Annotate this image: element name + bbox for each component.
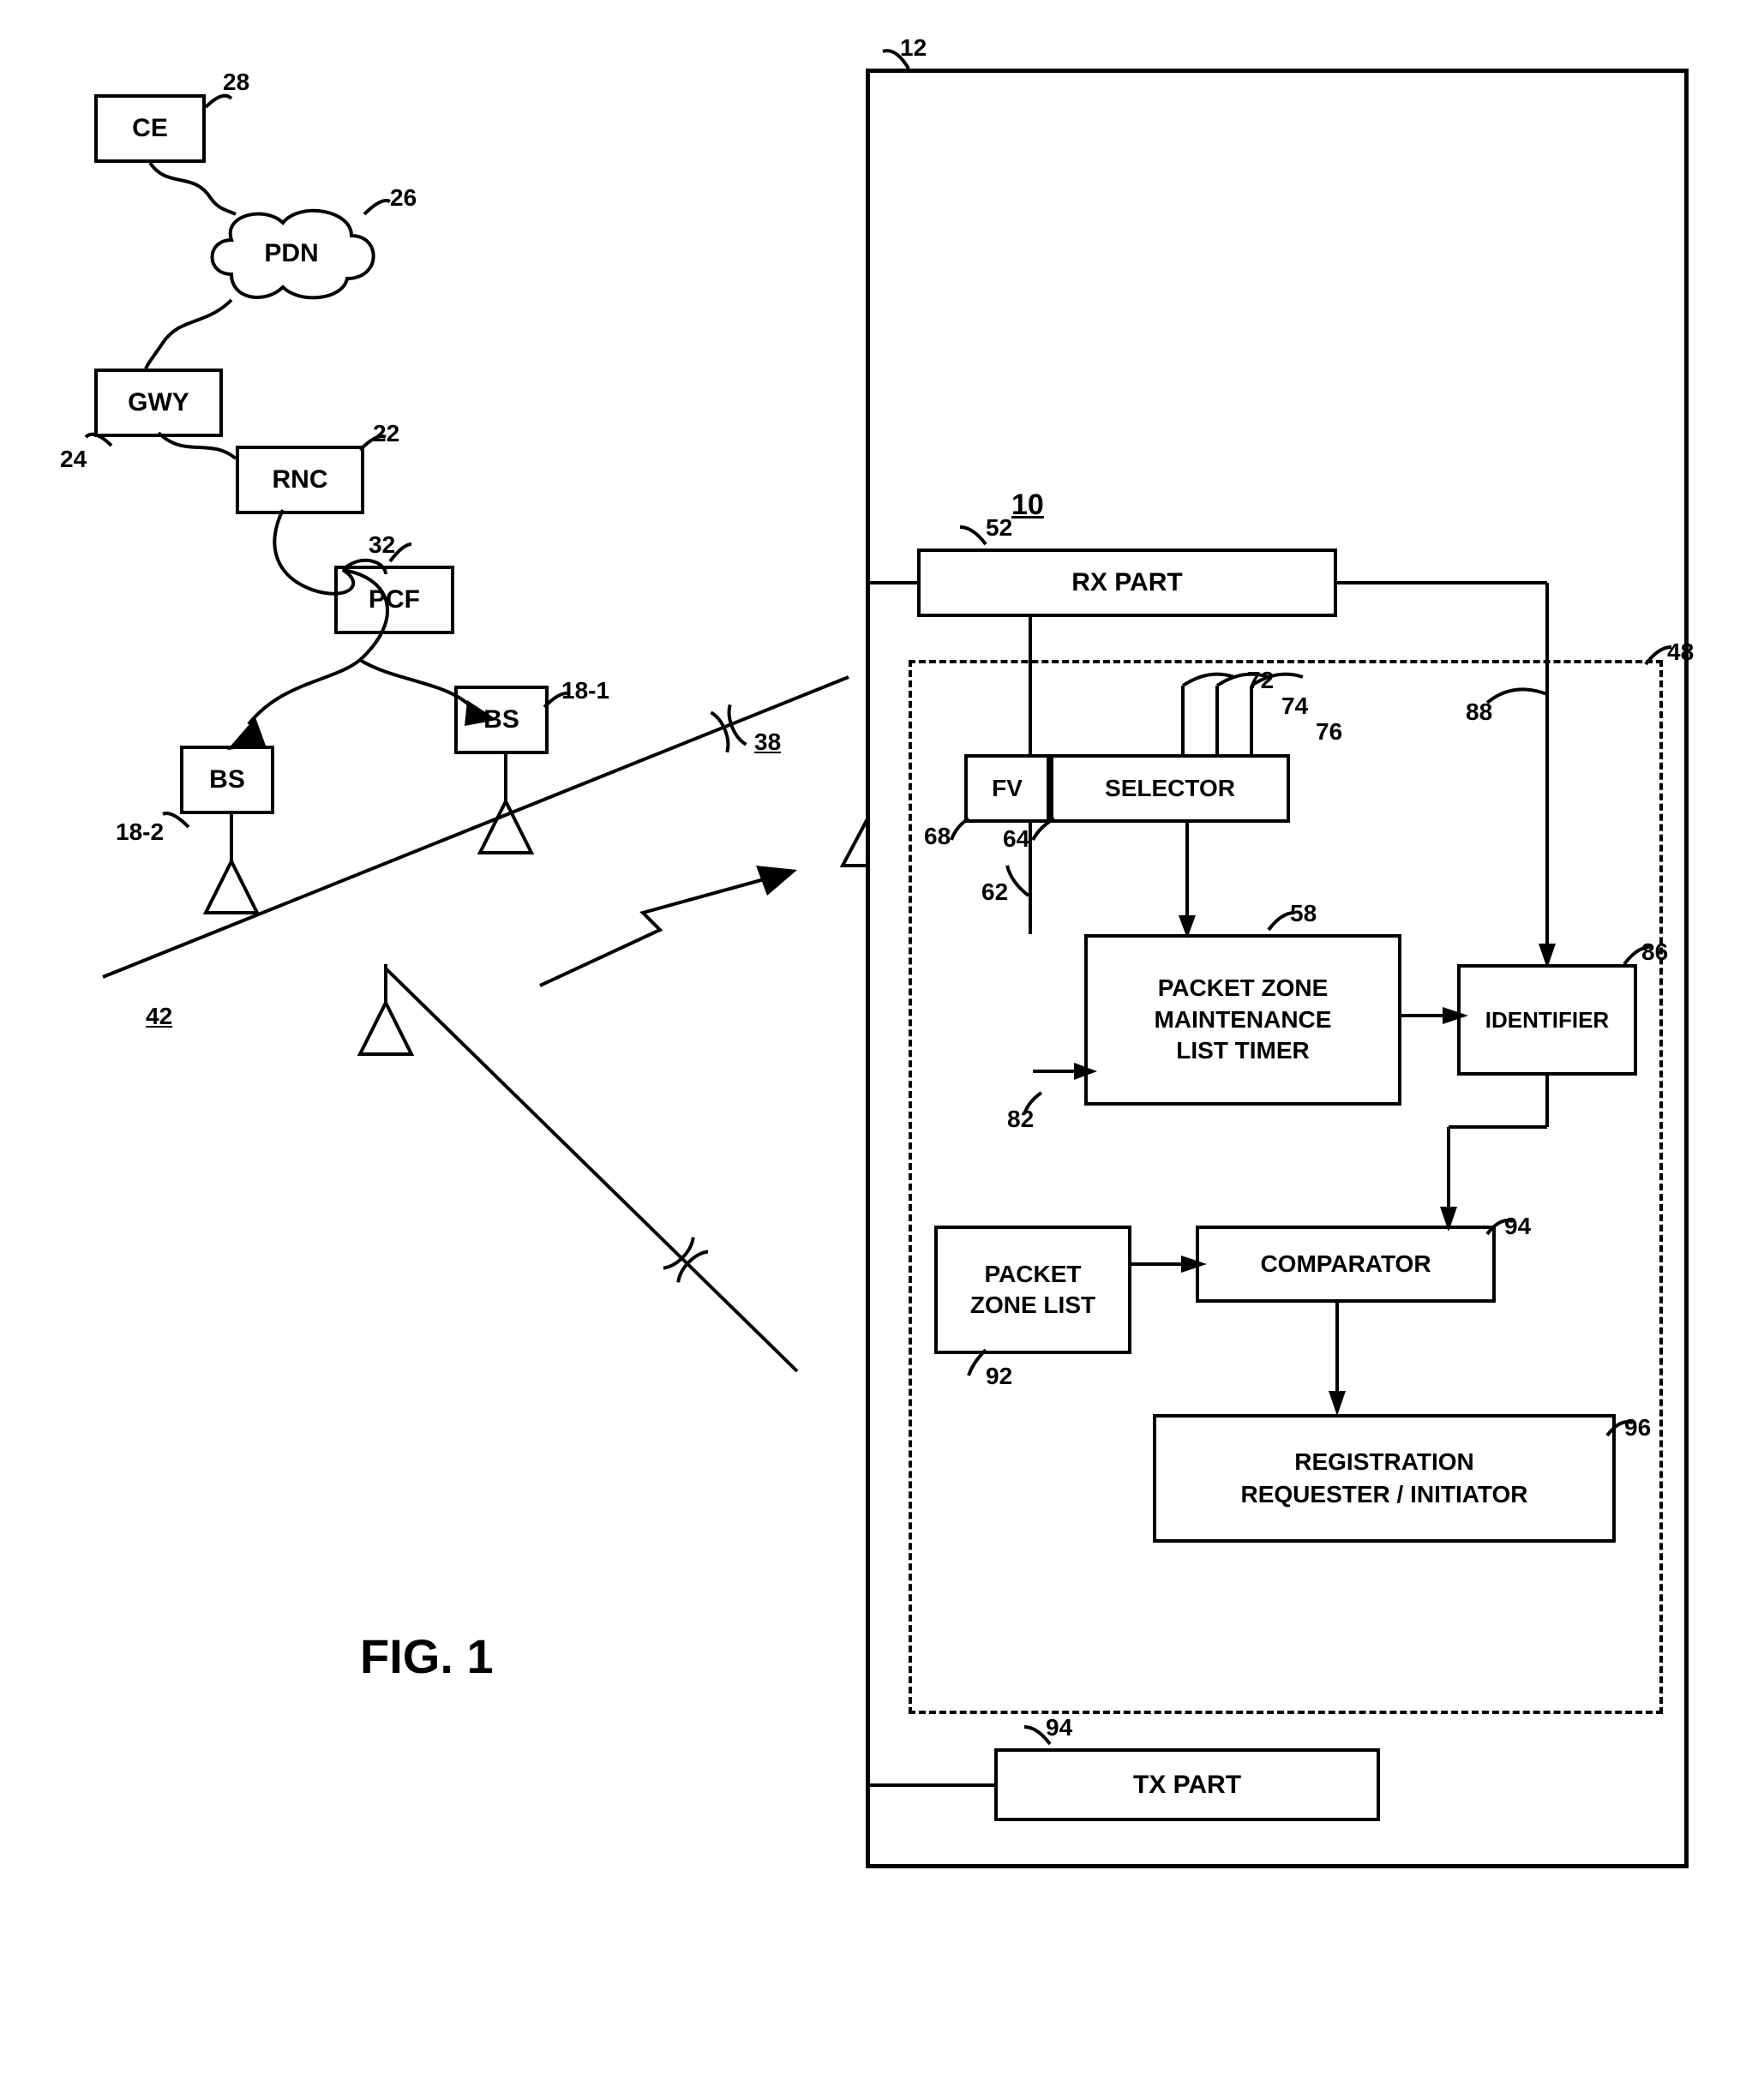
fv-ref: 68	[924, 823, 951, 850]
rnc-label: RNC	[273, 465, 328, 495]
road1-ref: 38	[754, 728, 781, 756]
tx-label: TX PART	[1133, 1771, 1241, 1800]
ce-ref: 28	[223, 69, 249, 96]
identifier-label: IDENTIFIER	[1485, 1007, 1609, 1034]
pdn-label: PDN	[264, 239, 318, 267]
comparator-label: COMPARATOR	[1260, 1250, 1431, 1278]
fv-label: FV	[992, 775, 1023, 802]
fv-box: FV	[964, 754, 1050, 823]
comparator-box: COMPARATOR	[1196, 1226, 1496, 1303]
roads	[51, 668, 909, 1440]
gwy-ref: 24	[60, 446, 87, 473]
rx-label: RX PART	[1071, 568, 1182, 597]
figure-label: FIG. 1	[360, 1628, 494, 1684]
selector-ref: 64	[1003, 825, 1029, 853]
rnc-box: RNC	[236, 446, 364, 514]
regreq-box: REGISTRATION REQUESTER / INITIATOR	[1153, 1414, 1616, 1543]
sel-out-72: 72	[1247, 667, 1274, 694]
ce-label: CE	[132, 114, 168, 143]
gwy-box: GWY	[94, 369, 223, 437]
sel-line-ref: 62	[981, 878, 1008, 906]
gwy-label: GWY	[128, 388, 189, 417]
ce-box: CE	[94, 94, 206, 163]
selector-box: SELECTOR	[1050, 754, 1290, 823]
tx-box: TX PART	[994, 1748, 1380, 1821]
regreq-label: REGISTRATION REQUESTER / INITIATOR	[1241, 1446, 1528, 1511]
road2-ref: 42	[146, 1003, 172, 1030]
system-ref: 10	[1011, 489, 1044, 522]
sel-out-74: 74	[1281, 692, 1308, 720]
identifier-box: IDENTIFIER	[1457, 964, 1637, 1076]
rf-arrow	[531, 866, 806, 1020]
rx-box: RX PART	[917, 548, 1337, 617]
selector-label: SELECTOR	[1105, 775, 1235, 802]
pzmlt-label: PACKET ZONE MAINTENANCE LIST TIMER	[1155, 973, 1332, 1066]
